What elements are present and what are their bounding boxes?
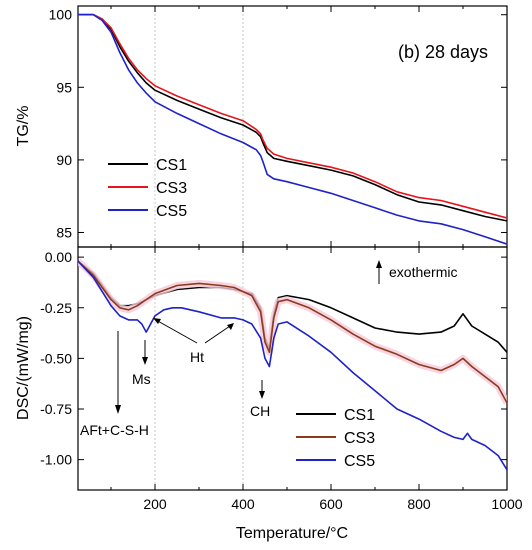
top-series-cs5 [78, 13, 507, 245]
xtick-label: 600 [319, 496, 343, 512]
xtick-label: 800 [407, 496, 431, 512]
ht-annotation: Ht [153, 318, 234, 365]
xtick-label: 400 [231, 496, 255, 512]
exothermic-label: exothermic [389, 264, 457, 280]
ht-arrow-right-head [227, 323, 234, 330]
exothermic-annotation: exothermic [376, 260, 457, 284]
top-legend: CS1 CS3 CS5 [108, 157, 187, 220]
top-panel-title: (b) 28 days [398, 42, 488, 62]
exothermic-arrow-head [376, 260, 382, 268]
bottom-ytick-label: 0.00 [45, 249, 72, 265]
bottom-legend-label-cs5: CS5 [344, 453, 375, 470]
bottom-axis-ticks: 0.00 -0.25 -0.50 -0.75 -1.00 200 400 600 800 1000 [40, 247, 523, 512]
bottom-series-group [78, 258, 507, 471]
bottom-ytick-label: -1.00 [40, 452, 72, 468]
ms-annotation: Ms [132, 340, 151, 387]
ch-annotation: CH [250, 380, 270, 419]
ht-arrow-left-head [153, 318, 161, 324]
top-legend-label-cs1: CS1 [156, 157, 187, 174]
top-series-cs3 [78, 13, 507, 219]
bottom-ytick-label: -0.75 [40, 401, 72, 417]
ht-arrow-left [155, 319, 198, 344]
top-legend-label-cs5: CS5 [156, 203, 187, 220]
top-y-axis-title: TG/% [15, 106, 32, 147]
bottom-legend-label-cs3: CS3 [344, 430, 375, 447]
bottom-y-axis-title: DSC/(mW/mg) [15, 316, 32, 420]
bottom-legend: CS1 CS3 CS5 [296, 407, 375, 470]
top-legend-label-cs3: CS3 [156, 180, 187, 197]
top-series-group [78, 13, 507, 245]
aft-annotation: AFt+C-S-H [80, 331, 149, 438]
top-axis-ticks: 85 90 95 100 [49, 6, 508, 247]
bottom-panel-frame [77, 246, 508, 491]
top-ytick-label: 95 [56, 79, 72, 95]
ch-arrow-head [259, 391, 265, 399]
xtick-label: 1000 [491, 496, 522, 512]
bottom-ytick-label: -0.25 [40, 300, 72, 316]
aft-arrow-head [115, 405, 121, 414]
ms-label: Ms [132, 371, 151, 387]
xtick-label: 200 [143, 496, 167, 512]
bottom-ytick-label: -0.50 [40, 350, 72, 366]
aft-label: AFt+C-S-H [80, 422, 149, 438]
top-ytick-label: 90 [56, 152, 72, 168]
top-series-cs1 [78, 13, 507, 222]
ms-arrow-head [142, 357, 148, 365]
bottom-series-cs3 [78, 260, 507, 404]
bottom-series-cs5 [78, 260, 507, 471]
top-ytick-label: 85 [56, 224, 72, 240]
bottom-legend-label-cs1: CS1 [344, 407, 375, 424]
ht-label: Ht [190, 349, 204, 365]
x-axis-title: Temperature/°C [236, 525, 348, 542]
ht-arrow-right [204, 325, 231, 344]
ch-label: CH [250, 403, 270, 419]
top-ytick-label: 100 [49, 7, 73, 23]
